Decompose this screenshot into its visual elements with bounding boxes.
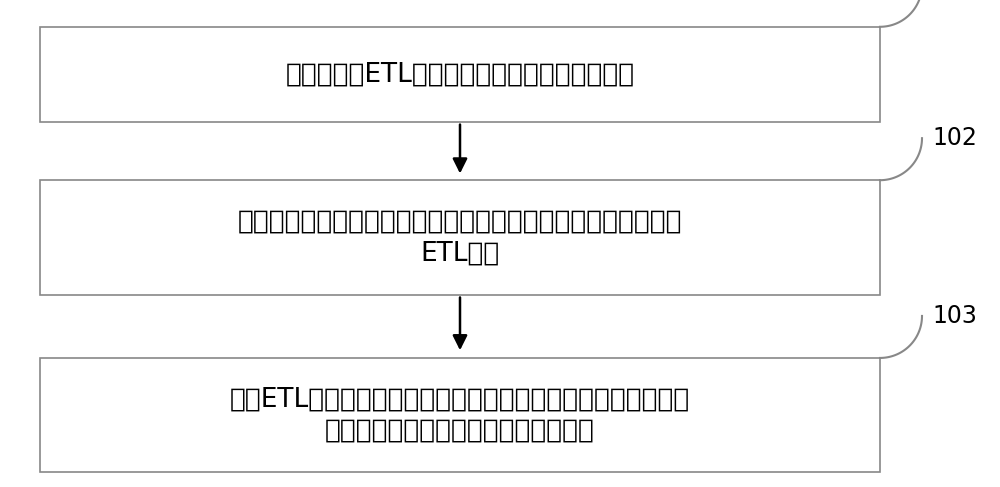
FancyBboxPatch shape xyxy=(40,358,880,472)
Text: 将数据属性信息输入策略确定模型，获得由策略确定模型输出的: 将数据属性信息输入策略确定模型，获得由策略确定模型输出的 xyxy=(238,208,682,235)
Text: 103: 103 xyxy=(932,304,977,328)
Text: 按照ETL策略，对第一数据进行萃取和转置处理，以得到第二数: 按照ETL策略，对第一数据进行萃取和转置处理，以得到第二数 xyxy=(230,386,690,412)
FancyBboxPatch shape xyxy=(40,180,880,295)
Text: 据，并将第二数据存储至目标数据库中: 据，并将第二数据存储至目标数据库中 xyxy=(325,418,595,444)
FancyBboxPatch shape xyxy=(40,27,880,122)
Text: 102: 102 xyxy=(932,126,977,150)
Text: ETL策略: ETL策略 xyxy=(420,240,500,266)
Text: 获得待进行ETL处理的第一数据的数据属性信息: 获得待进行ETL处理的第一数据的数据属性信息 xyxy=(285,61,635,87)
